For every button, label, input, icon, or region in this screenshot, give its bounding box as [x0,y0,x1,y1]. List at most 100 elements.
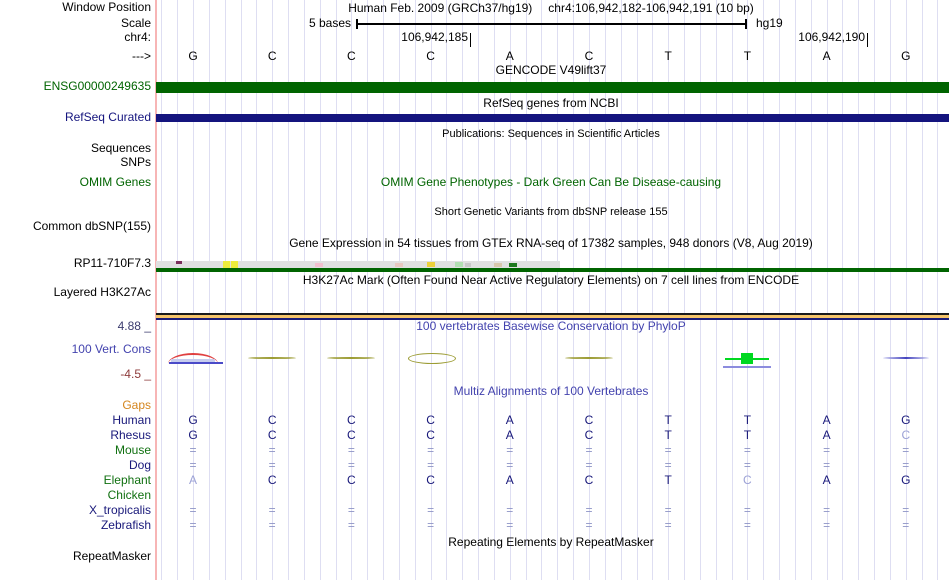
alignment-base: = [268,518,276,532]
alignment-base: C [584,413,594,427]
gridline [177,0,179,580]
sequence-base: C [584,49,594,63]
label-phylop-min: -4.5 _ [120,367,151,381]
alignment-base: T [743,413,752,427]
gencode-gene-bar[interactable] [156,82,949,93]
sequence-base: A [505,49,514,63]
label-refseq-curated[interactable]: RefSeq Curated [64,110,151,124]
species-label-dog[interactable]: Dog [128,458,151,472]
alignment-base: C [584,428,594,442]
title-publications[interactable]: Publications: Sequences in Scientific Ar… [442,128,660,140]
alignment-base: T [664,413,672,427]
gridline [604,0,606,580]
gridline [240,0,242,580]
phylop-mark-olive-ellipse [407,353,456,364]
sequence-base: C [267,49,277,63]
alignment-base: = [506,458,514,472]
alignment-base: = [664,443,672,457]
label-strand: ---> [132,49,151,63]
gridline [414,0,416,580]
phylop-mark-lavender-line [723,365,772,368]
title-gencode[interactable]: GENCODE V49lift37 [495,63,607,77]
species-label-human[interactable]: Human [112,413,151,427]
alignment-base: C [426,428,435,442]
label-gencode-gene[interactable]: ENSG00000249635 [43,79,151,93]
gtex-tissue-mark [223,261,230,268]
alignment-base: = [427,458,435,472]
alignment-base: T [664,428,672,442]
phylop-mark-olive-line [327,357,376,359]
label-layered-h3k27ac[interactable]: Layered H3K27Ac [53,285,151,299]
title-h3k27ac[interactable]: H3K27Ac Mark (Often Found Near Active Re… [302,273,800,287]
sequence-base: C [426,49,435,63]
species-label-zebrafish[interactable]: Zebrafish [100,518,151,532]
alignment-base: C [267,413,277,427]
alignment-base: = [664,518,672,532]
label-repeatmasker[interactable]: RepeatMasker [72,549,151,563]
species-label-x_tropicalis[interactable]: X_tropicalis [88,503,151,517]
alignment-base: = [189,503,197,517]
alignment-base: = [189,458,197,472]
species-label-gaps[interactable]: Gaps [122,398,151,412]
genome-version-label: hg19 [756,16,783,30]
label-sequences[interactable]: Sequences [90,141,151,155]
gridline [351,0,353,580]
label-common-dbsnp[interactable]: Common dbSNP(155) [32,219,151,233]
sequence-base: G [188,49,198,63]
h3k27ac-bottom-line [156,317,949,320]
gridline [779,0,781,580]
species-label-rhesus[interactable]: Rhesus [110,428,151,442]
alignment-base: = [506,518,514,532]
gridline [224,0,226,580]
gridline [398,0,400,580]
gtex-gene-line[interactable] [156,268,949,272]
title-dbsnp[interactable]: Short Genetic Variants from dbSNP releas… [434,206,668,218]
label-snps[interactable]: SNPs [120,155,151,169]
refseq-curated-bar[interactable] [156,114,949,122]
alignment-base: T [664,473,672,487]
gridline [826,0,828,580]
alignment-base: = [585,458,593,472]
gridline [192,0,194,580]
alignment-base: = [664,458,672,472]
alignment-base: C [426,413,435,427]
title-multiz[interactable]: Multiz Alignments of 100 Vertebrates [453,384,649,398]
title-omim[interactable]: OMIM Gene Phenotypes - Dark Green Can Be… [380,175,722,189]
sequence-base: C [347,49,356,63]
alignment-base: C [347,473,356,487]
alignment-base: = [506,443,514,457]
position-range: chr4:106,942,182-106,942,191 (10 bp) [548,1,754,15]
gtex-tissue-mark [315,263,323,267]
alignment-base: = [664,503,672,517]
h3k27ac-signal-band[interactable] [156,314,949,318]
window-position-header: Human Feb. 2009 (GRCh37/hg19) chr4:106,94… [156,1,946,15]
title-refseq[interactable]: RefSeq genes from NCBI [483,96,619,110]
alignment-base: G [901,473,911,487]
alignment-base: T [743,428,752,442]
gridline [478,0,480,580]
label-gtex-gene[interactable]: RP11-710F7.3 [73,256,151,270]
alignment-base: A [822,428,831,442]
species-label-elephant[interactable]: Elephant [103,473,151,487]
alignment-base: A [188,473,198,487]
gridline [573,0,575,580]
species-label-mouse[interactable]: Mouse [114,443,151,457]
gridline [256,0,258,580]
gridline [652,0,654,580]
label-scale: Scale [120,16,151,30]
alignment-base: = [189,443,197,457]
alignment-base: = [268,458,276,472]
gridline [636,0,638,580]
alignment-base: = [427,518,435,532]
alignment-base: C [426,473,435,487]
title-repeatmasker[interactable]: Repeating Elements by RepeatMasker [448,535,654,549]
title-gtex[interactable]: Gene Expression in 54 tissues from GTEx … [289,236,813,250]
label-vert-cons[interactable]: 100 Vert. Cons [71,342,151,356]
alignment-base: C [743,473,752,487]
alignment-base: = [347,518,355,532]
species-label-chicken[interactable]: Chicken [107,488,151,502]
sequence-base: A [822,49,831,63]
alignment-base: = [268,503,276,517]
title-phylop[interactable]: 100 vertebrates Basewise Conservation by… [416,319,686,333]
label-omim-genes[interactable]: OMIM Genes [79,175,151,189]
